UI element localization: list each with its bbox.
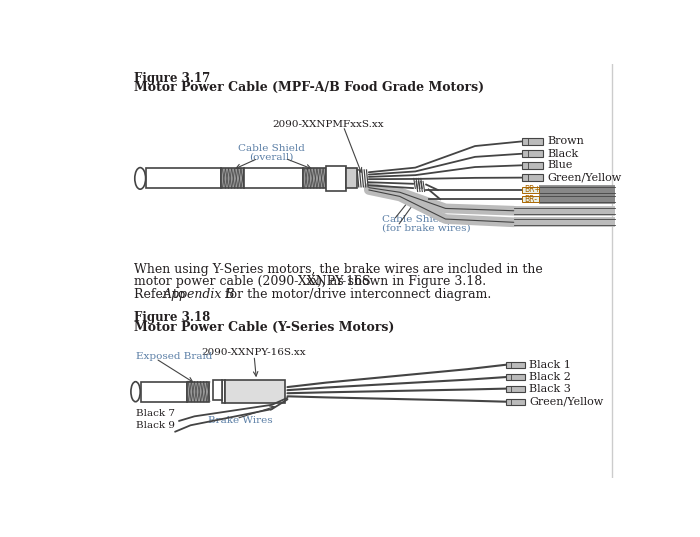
Text: Brake Wires: Brake Wires: [208, 416, 272, 425]
Bar: [522, 196, 538, 202]
Bar: [223, 380, 225, 403]
Text: Black 2: Black 2: [529, 372, 571, 382]
Text: Black 7: Black 7: [136, 409, 174, 418]
Bar: [522, 150, 543, 157]
Bar: [225, 380, 285, 403]
Text: Motor Power Cable (MPF-A/B Food Grade Motors): Motor Power Cable (MPF-A/B Food Grade Mo…: [134, 82, 484, 95]
Text: 2090-XXNPMFxxS.xx: 2090-XXNPMFxxS.xx: [272, 120, 384, 129]
Text: (overall): (overall): [249, 153, 293, 162]
Bar: [522, 138, 543, 145]
Bar: [506, 386, 526, 391]
Bar: [187, 382, 209, 402]
Bar: [244, 169, 303, 188]
Ellipse shape: [131, 382, 140, 402]
Ellipse shape: [135, 168, 146, 189]
Text: Black 3: Black 3: [529, 383, 571, 394]
Text: Exposed Braid: Exposed Braid: [136, 352, 212, 361]
Text: When using Y-Series motors, the brake wires are included in the: When using Y-Series motors, the brake wi…: [134, 263, 542, 276]
Text: motor power cable (2090-XXNPY-16S: motor power cable (2090-XXNPY-16S: [134, 275, 370, 288]
Text: Figure 3.17: Figure 3.17: [134, 72, 210, 85]
Text: xx: xx: [306, 275, 320, 288]
Bar: [141, 382, 187, 402]
Bar: [522, 174, 543, 181]
Text: Black: Black: [547, 149, 578, 159]
Text: Black 9: Black 9: [136, 421, 174, 430]
Text: 2090-XXNPY-16S.xx: 2090-XXNPY-16S.xx: [202, 348, 307, 357]
Bar: [506, 374, 526, 380]
Text: Figure 3.18: Figure 3.18: [134, 311, 210, 324]
Bar: [522, 162, 543, 169]
Bar: [506, 361, 526, 368]
Bar: [213, 380, 223, 400]
Bar: [506, 398, 526, 405]
Bar: [346, 169, 357, 188]
Text: Appendix B: Appendix B: [163, 288, 236, 301]
Text: Black 1: Black 1: [529, 360, 571, 370]
Text: Brown: Brown: [547, 136, 584, 147]
Text: Green/Yellow: Green/Yellow: [529, 397, 603, 407]
Bar: [522, 187, 538, 193]
Text: (for brake wires): (for brake wires): [382, 224, 470, 233]
Text: Green/Yellow: Green/Yellow: [547, 172, 622, 183]
Text: BR-: BR-: [524, 195, 537, 204]
Text: Blue: Blue: [547, 161, 573, 170]
Text: Refer to: Refer to: [134, 288, 190, 301]
Text: for the motor/drive interconnect diagram.: for the motor/drive interconnect diagram…: [220, 288, 491, 301]
Bar: [303, 169, 326, 188]
Text: Cable Shield: Cable Shield: [382, 215, 449, 223]
Bar: [326, 166, 346, 191]
Bar: [220, 169, 244, 188]
Text: ), as shown in Figure 3.18.: ), as shown in Figure 3.18.: [317, 275, 486, 288]
Bar: [146, 169, 220, 188]
Text: BR+: BR+: [524, 185, 540, 194]
Text: Cable Shield: Cable Shield: [238, 144, 304, 153]
Text: Motor Power Cable (Y-Series Motors): Motor Power Cable (Y-Series Motors): [134, 321, 394, 334]
